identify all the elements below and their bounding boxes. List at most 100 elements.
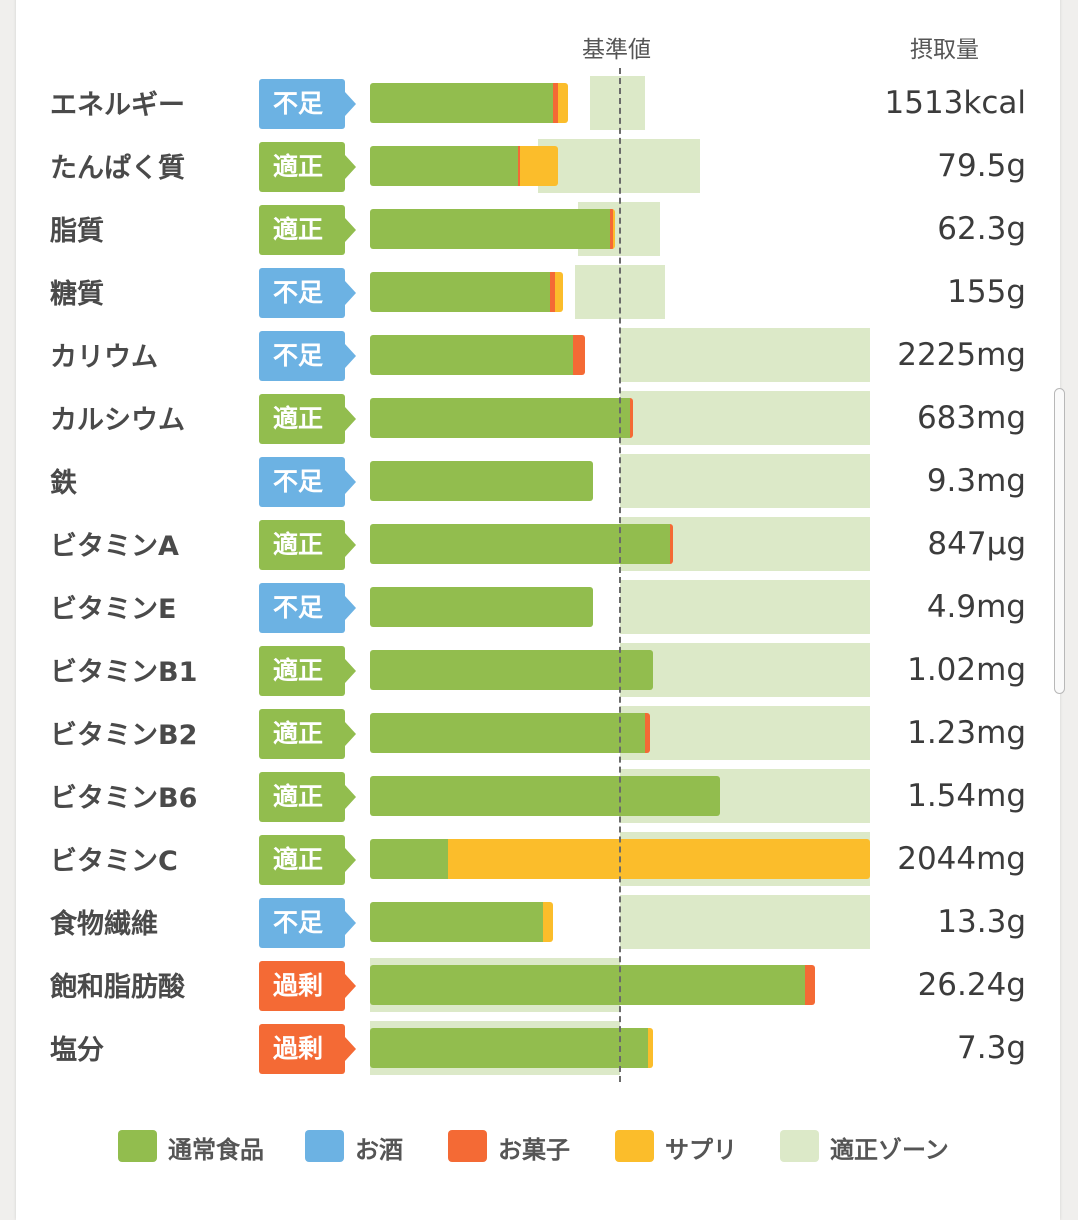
nutrient-row: ビタミンE 不足 4.9mg	[0, 579, 1078, 637]
intake-bar	[370, 335, 585, 375]
appropriate-zone	[620, 580, 870, 634]
segment-regular-food	[370, 272, 550, 312]
status-badge-label: 適正	[273, 782, 324, 811]
intake-bar	[370, 587, 593, 627]
intake-bar	[370, 83, 568, 123]
status-badge: 不足	[259, 583, 356, 633]
segment-supplement	[520, 146, 558, 186]
legend-label: お酒	[355, 1136, 403, 1164]
nutrient-row: ビタミンB1 適正 1.02mg	[0, 642, 1078, 700]
segment-regular-food	[370, 587, 593, 627]
status-badge: 適正	[259, 772, 356, 822]
appropriate-zone	[620, 643, 870, 697]
legend-label: 通常食品	[168, 1136, 264, 1164]
status-badge: 不足	[259, 457, 356, 507]
nutrient-row: 糖質 不足 155g	[0, 264, 1078, 322]
nutrient-name: カリウム	[50, 342, 158, 373]
status-badge-label: 不足	[273, 89, 324, 118]
segment-snacks	[645, 713, 650, 753]
intake-value: 1513kcal	[884, 85, 1027, 121]
nutrient-row: ビタミンB2 適正 1.23mg	[0, 705, 1078, 763]
status-badge: 適正	[259, 646, 356, 696]
segment-regular-food	[370, 965, 805, 1005]
intake-bar	[370, 839, 870, 879]
reference-header: 基準値	[582, 37, 651, 63]
intake-value: 2044mg	[897, 841, 1026, 877]
nutrient-name: 飽和脂肪酸	[50, 972, 185, 1003]
appropriate-zone	[590, 76, 645, 130]
scrollbar[interactable]	[1054, 388, 1065, 694]
legend-swatch	[448, 1130, 487, 1162]
segment-snacks	[550, 272, 555, 312]
segment-snacks	[552, 83, 558, 123]
nutrient-name: ビタミンB6	[50, 783, 198, 814]
intake-value: 847μg	[927, 526, 1026, 562]
segment-supplement	[612, 209, 615, 249]
legend-swatch	[615, 1130, 654, 1162]
segment-regular-food	[370, 335, 573, 375]
status-badge-label: 適正	[273, 404, 324, 433]
status-badge-label: 不足	[273, 341, 324, 370]
status-badge-label: 不足	[273, 467, 324, 496]
segment-snacks	[610, 209, 613, 249]
nutrient-name: カルシウム	[50, 405, 185, 436]
nutrient-row: ビタミンA 適正 847μg	[0, 516, 1078, 574]
intake-value: 2225mg	[897, 337, 1026, 373]
intake-value: 79.5g	[937, 148, 1026, 184]
intake-value: 683mg	[916, 400, 1026, 436]
status-badge: 不足	[259, 898, 356, 948]
status-badge: 適正	[259, 205, 356, 255]
legend-swatch	[118, 1130, 157, 1162]
status-badge: 適正	[259, 709, 356, 759]
intake-bar	[370, 650, 653, 690]
segment-supplement	[542, 902, 553, 942]
legend-swatch	[780, 1130, 819, 1162]
nutrient-name: 塩分	[50, 1035, 104, 1066]
appropriate-zone	[620, 391, 870, 445]
intake-bar	[370, 209, 615, 249]
nutrient-name: エネルギー	[50, 90, 185, 121]
appropriate-zone	[537, 139, 700, 193]
segment-snacks	[805, 965, 815, 1005]
appropriate-zone	[620, 895, 870, 949]
intake-value: 155g	[947, 274, 1026, 310]
segment-regular-food	[370, 461, 593, 501]
segment-regular-food	[370, 902, 543, 942]
segment-supplement	[447, 839, 870, 879]
nutrient-row: ビタミンC 適正 2044mg	[0, 831, 1078, 889]
appropriate-zone	[620, 454, 870, 508]
intake-value: 9.3mg	[926, 463, 1026, 499]
segment-regular-food	[370, 83, 553, 123]
intake-bar	[370, 1028, 653, 1068]
status-badge-label: 過剰	[273, 1034, 324, 1063]
nutrient-name: 糖質	[50, 279, 104, 310]
nutrient-name: 脂質	[50, 216, 104, 247]
segment-regular-food	[370, 398, 630, 438]
status-badge-label: 不足	[273, 593, 324, 622]
status-badge: 適正	[259, 142, 356, 192]
intake-value: 13.3g	[937, 904, 1026, 940]
intake-bar	[370, 965, 815, 1005]
status-badge: 過剰	[259, 1024, 356, 1074]
nutrient-row: カリウム 不足 2225mg	[0, 327, 1078, 385]
intake-value: 1.02mg	[907, 652, 1026, 688]
status-badge: 不足	[259, 268, 356, 318]
nutrient-name: たんぱく質	[50, 153, 185, 184]
nutrient-row: エネルギー 不足 1513kcal	[0, 75, 1078, 133]
intake-value: 62.3g	[937, 211, 1026, 247]
intake-value: 1.23mg	[907, 715, 1026, 751]
status-badge-label: 過剰	[273, 971, 324, 1000]
status-badge-label: 不足	[273, 278, 324, 307]
appropriate-zone	[620, 706, 870, 760]
intake-bar	[370, 524, 673, 564]
nutrient-name: 食物繊維	[50, 909, 158, 940]
segment-regular-food	[370, 776, 720, 816]
nutrient-row: 飽和脂肪酸 過剰 26.24g	[0, 957, 1078, 1015]
status-badge-label: 適正	[273, 719, 324, 748]
intake-bar	[370, 902, 553, 942]
nutrient-row: 脂質 適正 62.3g	[0, 201, 1078, 259]
segment-snacks	[572, 335, 585, 375]
segment-regular-food	[370, 713, 645, 753]
intake-value: 26.24g	[917, 967, 1026, 1003]
nutrient-name: ビタミンE	[50, 594, 177, 625]
